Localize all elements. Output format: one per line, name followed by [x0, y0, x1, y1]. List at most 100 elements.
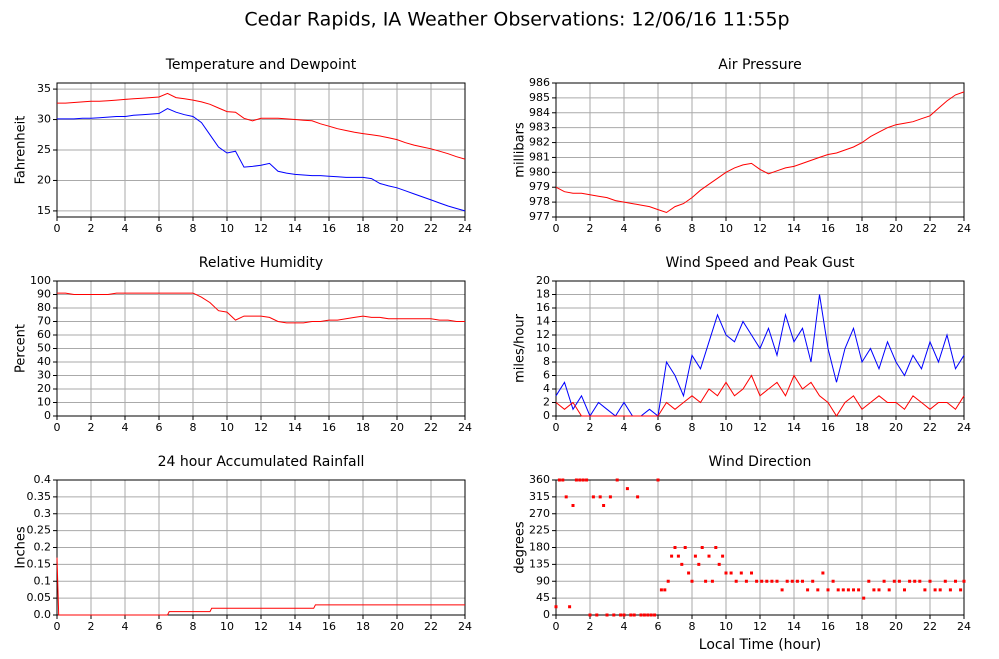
data-point	[943, 579, 947, 583]
y-tick-label: 180	[529, 541, 550, 554]
x-tick-label: 2	[587, 222, 594, 235]
data-line	[57, 108, 466, 212]
plot-frame	[555, 82, 965, 218]
y-tick-label: 6	[543, 369, 550, 382]
data-line	[57, 292, 465, 324]
y-tick-label: 0.35	[27, 490, 52, 503]
x-tick-label: 22	[424, 421, 438, 434]
y-tick-label: 0	[44, 409, 51, 422]
data-point	[765, 579, 769, 583]
data-point	[693, 554, 697, 558]
x-tick-label: 20	[889, 222, 903, 235]
data-point	[578, 478, 582, 482]
data-point	[857, 588, 861, 592]
data-point	[704, 579, 708, 583]
x-tick-label: 14	[787, 222, 801, 235]
data-point	[801, 579, 804, 583]
data-point	[608, 495, 612, 499]
y-tick-label: 981	[529, 150, 550, 163]
y-axis-label: millibars	[513, 122, 528, 178]
x-tick-label: 24	[458, 421, 472, 434]
data-point	[656, 478, 660, 482]
data-point	[775, 579, 779, 583]
x-tick-label: 2	[587, 620, 594, 633]
x-tick-label: 8	[190, 421, 197, 434]
plot-frame	[555, 280, 965, 417]
data-point	[554, 605, 558, 609]
y-tick-label: 90	[37, 288, 51, 301]
data-point	[933, 588, 937, 592]
x-tick-label: 18	[855, 222, 869, 235]
x-tick-label: 14	[288, 421, 302, 434]
data-point	[806, 588, 810, 592]
x-tick-label: 0	[553, 620, 560, 633]
chart-title: Temperature and Dewpoint	[165, 57, 357, 73]
y-tick-label: 980	[529, 165, 550, 178]
data-point	[663, 588, 667, 592]
y-axis-label: degrees	[513, 521, 528, 574]
x-tick-label: 6	[655, 222, 662, 235]
x-tick-label: 8	[190, 222, 197, 235]
y-axis-label: Inches	[14, 526, 29, 568]
data-point	[795, 579, 799, 583]
data-point	[653, 613, 657, 617]
y-tick-label: 20	[536, 274, 550, 287]
data-point	[629, 613, 633, 617]
x-tick-label: 6	[156, 620, 163, 633]
data-point	[588, 613, 592, 617]
y-tick-label: 30	[37, 113, 51, 126]
data-point	[903, 588, 906, 592]
data-point	[862, 596, 866, 600]
plot-frame	[56, 479, 466, 616]
data-point	[622, 613, 626, 617]
data-point	[690, 579, 694, 583]
x-tick-label: 20	[390, 421, 404, 434]
data-point	[585, 478, 589, 482]
x-tick-label: 8	[689, 620, 696, 633]
data-point	[852, 588, 855, 592]
y-tick-label: 986	[529, 76, 550, 89]
x-tick-label: 16	[322, 421, 336, 434]
data-point	[591, 495, 595, 499]
data-point	[568, 605, 572, 609]
x-tick-label: 12	[254, 222, 268, 235]
y-tick-label: 0	[543, 608, 550, 621]
data-point	[816, 588, 820, 592]
data-point	[755, 579, 759, 583]
x-tick-label: 4	[621, 421, 628, 434]
x-tick-label: 16	[821, 222, 835, 235]
x-axis-label: Local Time (hour)	[699, 637, 821, 653]
x-tick-label: 22	[923, 421, 937, 434]
data-point	[714, 546, 718, 549]
data-point	[646, 613, 650, 617]
data-point	[598, 495, 602, 499]
x-tick-label: 12	[753, 222, 767, 235]
x-tick-label: 0	[54, 620, 61, 633]
x-tick-label: 2	[88, 222, 95, 235]
y-tick-label: 35	[37, 82, 51, 95]
y-tick-label: 270	[529, 507, 550, 520]
x-tick-label: 22	[424, 222, 438, 235]
y-tick-label: 4	[543, 382, 550, 395]
y-tick-label: 977	[529, 210, 550, 223]
chart-title: Relative Humidity	[199, 255, 323, 271]
x-tick-label: 20	[889, 620, 903, 633]
x-tick-label: 14	[787, 421, 801, 434]
data-point	[836, 588, 840, 592]
y-tick-label: 135	[529, 557, 550, 570]
y-tick-label: 978	[529, 195, 550, 208]
x-tick-label: 22	[424, 620, 438, 633]
data-point	[872, 588, 876, 592]
plot-frame	[56, 82, 466, 218]
data-point	[882, 579, 886, 583]
data-point	[780, 588, 784, 592]
data-point	[923, 588, 927, 592]
y-axis-label: Fahrenheit	[14, 116, 29, 185]
data-point	[811, 579, 815, 583]
x-tick-label: 20	[390, 620, 404, 633]
data-point	[744, 579, 748, 583]
data-line	[56, 557, 465, 616]
y-tick-label: 983	[529, 121, 550, 134]
data-point	[760, 579, 764, 583]
data-point	[683, 546, 687, 549]
